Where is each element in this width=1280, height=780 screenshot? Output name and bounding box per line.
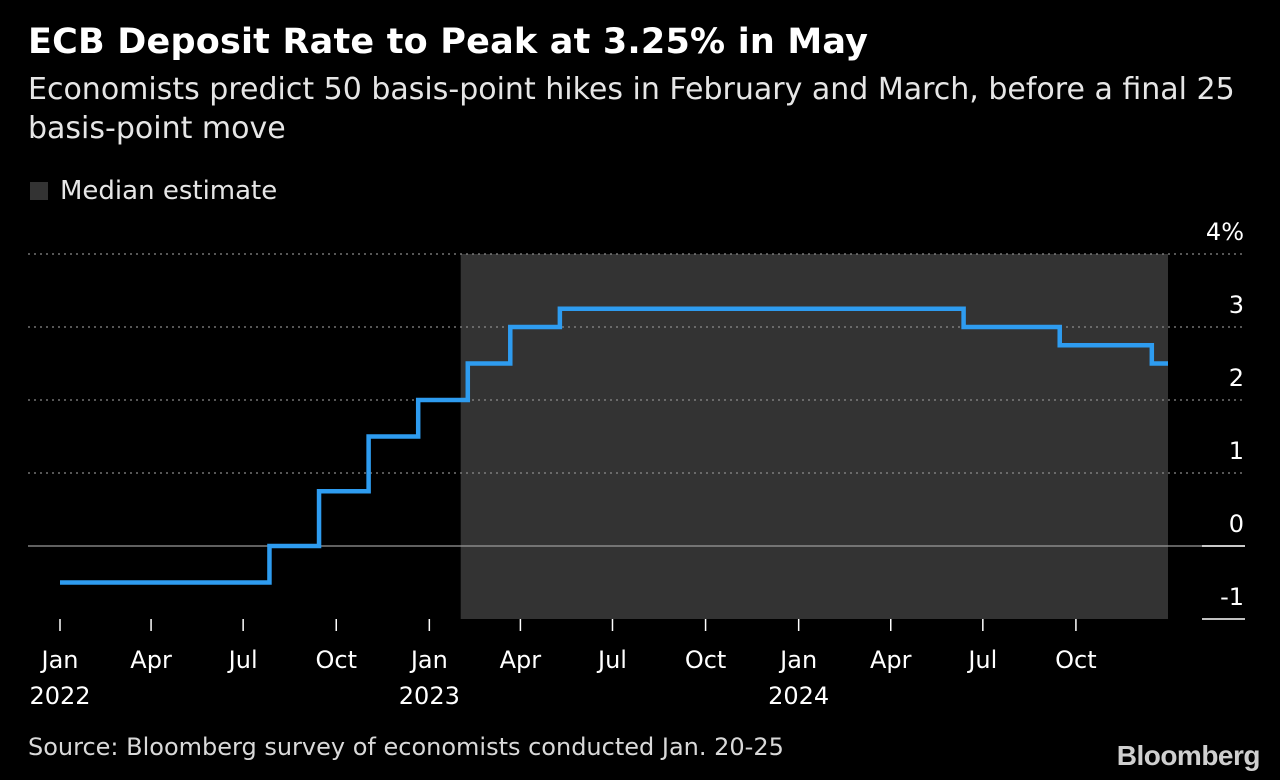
x-tick-label: Apr: [870, 646, 912, 674]
x-tick-label: Apr: [500, 646, 542, 674]
x-tick-label: Oct: [1055, 646, 1097, 674]
x-tick-label: Jul: [596, 646, 627, 674]
x-tick-label: Jan: [778, 646, 817, 674]
y-tick-label: 4%: [1206, 218, 1244, 246]
y-tick-label: 3: [1229, 291, 1244, 319]
x-tick-label: Apr: [130, 646, 172, 674]
median-estimate-region: [460, 254, 1168, 619]
legend-label-median: Median estimate: [60, 176, 278, 206]
x-year-label: 2022: [29, 682, 90, 710]
chart-title: ECB Deposit Rate to Peak at 3.25% in May: [28, 22, 869, 62]
x-tick-label: Jan: [40, 646, 79, 674]
x-year-label: 2023: [399, 682, 460, 710]
chart-subtitle: Economists predict 50 basis-point hikes …: [28, 72, 1235, 146]
deposit-rate-line: [60, 306, 1168, 585]
y-tick-label: 1: [1229, 437, 1244, 465]
bloomberg-logo: Bloomberg: [1116, 740, 1261, 771]
legend-swatch-median: [30, 182, 48, 200]
legend: Median estimate: [30, 174, 277, 208]
x-tick-label: Jul: [227, 646, 258, 674]
y-tick-label: 2: [1229, 364, 1244, 392]
x-tick-label: Jul: [966, 646, 997, 674]
y-tick-label: -1: [1220, 583, 1244, 611]
source-note: Source: Bloomberg survey of economists c…: [28, 733, 784, 761]
x-year-label: 2024: [768, 682, 829, 710]
x-tick-label: Oct: [685, 646, 727, 674]
y-tick-label: 0: [1229, 510, 1244, 538]
x-tick-label: Oct: [315, 646, 357, 674]
x-tick-label: Jan: [409, 646, 448, 674]
